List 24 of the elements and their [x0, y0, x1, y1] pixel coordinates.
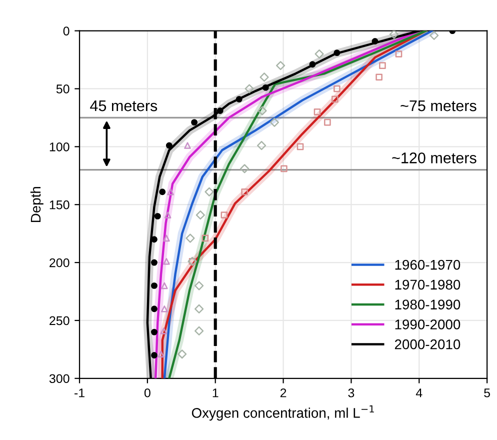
legend-label: 1990-2000	[395, 320, 460, 330]
y-tick-label: 200	[50, 258, 70, 268]
x-tick-label: 4	[416, 388, 422, 398]
y-axis-title: Depth	[30, 186, 44, 222]
ref-line-label: ~120 meters	[392, 152, 476, 164]
legend-label: 1970-1980	[395, 280, 460, 290]
annotation: 45 meters	[90, 100, 158, 112]
y-tick-label: 50	[56, 84, 70, 94]
y-tick-label: 150	[50, 200, 70, 210]
legend-label: 2000-2010	[394, 339, 460, 350]
y-tick-label: 0	[63, 26, 70, 36]
ref-line-label: ~75 meters	[400, 100, 476, 112]
y-tick-label: 100	[50, 142, 70, 152]
x-tick-label: 5	[484, 388, 490, 398]
y-tick-label: 250	[50, 316, 70, 326]
x-tick-label: 0	[144, 388, 150, 398]
x-tick-label: 3	[348, 388, 354, 398]
y-tick-label: 300	[49, 374, 70, 384]
legend-label: 1960-1970	[395, 260, 460, 270]
x-axis-title: Oxygen concentration, ml L$^{−1}$	[192, 405, 374, 421]
x-tick-label: -1	[74, 388, 84, 398]
x-tick-label: 1	[212, 388, 218, 398]
legend-label: 1980-1990	[395, 300, 460, 310]
x-tick-label: 2	[280, 388, 286, 398]
